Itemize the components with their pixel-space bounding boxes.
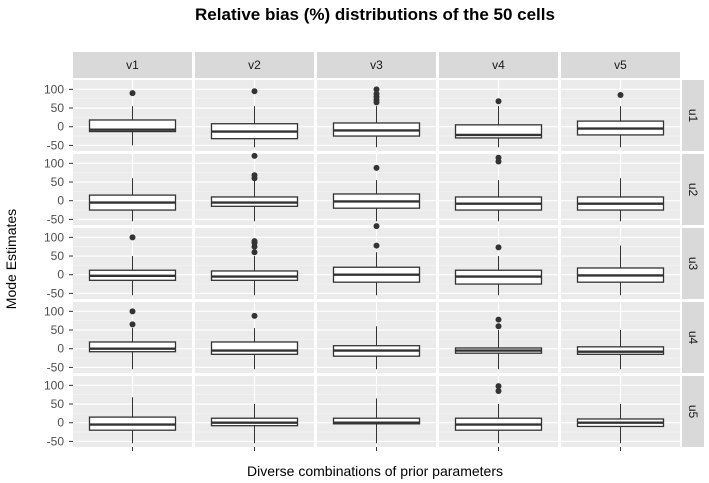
y-tick-label: 0 <box>57 120 64 134</box>
col-strip-v4 <box>439 52 558 78</box>
col-strip-v3 <box>317 52 436 78</box>
facet-panel-u4-v4 <box>439 302 558 373</box>
outlier-point <box>251 172 258 179</box>
facet-panel-u5-v3 <box>317 376 436 447</box>
outlier-point <box>495 154 502 161</box>
y-tick-label: 0 <box>57 342 64 356</box>
facet-panel-u5-v5 <box>561 376 680 447</box>
outlier-point <box>129 234 136 241</box>
outlier-point <box>373 90 380 97</box>
y-tick-label: -50 <box>47 212 65 226</box>
facet-panel-u1-v2 <box>195 80 314 151</box>
outlier-point <box>251 238 258 245</box>
facet-panel-u4-v2 <box>195 302 314 373</box>
row-strip-label-u2: u2 <box>686 183 700 197</box>
facet-panel-u3-v4 <box>439 228 558 299</box>
col-strip-v2 <box>195 52 314 78</box>
y-tick-label: -50 <box>47 138 65 152</box>
y-tick-label: 50 <box>51 397 65 411</box>
facet-panel-u2-v3 <box>317 154 436 225</box>
chart-title: Relative bias (%) distributions of the 5… <box>195 5 555 24</box>
facet-panels: v1 v2 v3 v4 v5 u1 u2 u3 u4 u5 -50 0 50 100 -50 0 50 100 -5… <box>44 52 704 451</box>
col-strip-label-v3: v3 <box>370 58 383 72</box>
row-strip-label-u5: u5 <box>686 405 700 419</box>
y-tick-label: 0 <box>57 194 64 208</box>
outlier-point <box>129 321 136 328</box>
facet-panel-u3-v3 <box>317 223 436 299</box>
outlier-point <box>495 323 502 330</box>
col-strip-v5 <box>561 52 680 78</box>
row-strip-u5 <box>682 376 704 447</box>
outlier-point <box>495 383 502 390</box>
y-tick-label: -50 <box>47 286 65 300</box>
facet-panel-u2-v1 <box>73 154 192 225</box>
outlier-point <box>129 90 136 97</box>
col-strip-v1 <box>73 52 192 78</box>
box-iqr <box>88 341 177 353</box>
facet-panel-u1-v3 <box>317 80 436 151</box>
box-iqr <box>210 341 299 355</box>
x-axis-title: Diverse combinations of prior parameters <box>247 463 503 479</box>
y-tick-label: -50 <box>47 360 65 374</box>
y-axis-title: Mode Estimates <box>3 209 19 309</box>
outlier-point <box>373 86 380 93</box>
y-tick-label: 100 <box>44 230 64 244</box>
facet-panel-u5-v1 <box>73 376 192 447</box>
row-strip-label-u3: u3 <box>686 257 700 271</box>
y-tick-label: 100 <box>44 378 64 392</box>
facet-panel-u3-v2 <box>195 228 314 299</box>
y-tick-label: 100 <box>44 304 64 318</box>
facet-panel-u4-v3 <box>317 302 436 373</box>
y-tick-label: 0 <box>57 416 64 430</box>
outlier-point <box>129 308 136 315</box>
facet-panel-u1-v4 <box>439 80 558 151</box>
col-strip-label-v4: v4 <box>492 58 505 72</box>
outlier-point <box>495 244 502 251</box>
facet-panel-u1-v1 <box>73 80 192 151</box>
outlier-point <box>251 249 258 256</box>
facet-panel-u5-v2 <box>195 376 314 447</box>
facet-panel-u3-v1 <box>73 228 192 299</box>
outlier-point <box>373 164 380 171</box>
facet-panel-u2-v5 <box>561 154 680 225</box>
outlier-point <box>495 98 502 105</box>
row-strip-u4 <box>682 302 704 373</box>
row-strip-label-u1: u1 <box>686 109 700 123</box>
row-strip-u2 <box>682 154 704 225</box>
outlier-point <box>251 88 258 95</box>
outlier-point <box>373 223 380 230</box>
y-tick-label: 50 <box>51 249 65 263</box>
row-strip-u3 <box>682 228 704 299</box>
y-tick-label: 50 <box>51 323 65 337</box>
facet-panel-u3-v5 <box>561 228 680 299</box>
row-strip-label-u4: u4 <box>686 331 700 345</box>
outlier-point <box>495 316 502 323</box>
y-tick-label: 0 <box>57 268 64 282</box>
box-iqr <box>88 119 177 133</box>
y-tick-label: 50 <box>51 175 65 189</box>
facet-panel-u2-v4 <box>439 154 558 225</box>
y-tick-label: 100 <box>44 156 64 170</box>
outlier-point <box>495 387 502 394</box>
col-strip-label-v2: v2 <box>248 58 261 72</box>
facet-panel-u4-v1 <box>73 302 192 373</box>
outlier-point <box>617 91 624 98</box>
y-tick-label: -50 <box>47 434 65 448</box>
facet-panel-u4-v5 <box>561 302 680 373</box>
facet-panel-u1-v5 <box>561 80 680 151</box>
col-strip-label-v5: v5 <box>614 58 627 72</box>
facet-panel-u5-v4 <box>439 376 558 447</box>
facet-panel-u2-v2 <box>195 152 314 225</box>
y-tick-label: 50 <box>51 101 65 115</box>
outlier-point <box>373 242 380 249</box>
outlier-point <box>251 152 258 159</box>
col-strip-label-v1: v1 <box>126 58 139 72</box>
outlier-point <box>251 312 258 319</box>
y-tick-label: 100 <box>44 82 64 96</box>
row-strip-u1 <box>682 80 704 151</box>
